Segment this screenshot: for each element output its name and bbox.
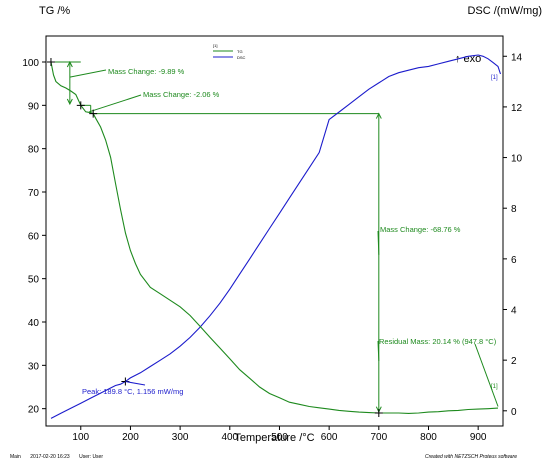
mass-change-3-arrow-head: [375, 112, 382, 119]
y-left-tick-label: 60: [28, 231, 40, 242]
annotation-mass-change-3: Mass Change: -68.76 %: [380, 225, 461, 234]
y-left-axis-label: TG /%: [39, 5, 70, 17]
x-tick-label: 600: [321, 432, 338, 443]
tg-series-line: [50, 61, 499, 414]
software-credit: Created with NETZSCH Proteus software: [425, 454, 517, 460]
x-tick-label: 100: [72, 432, 89, 443]
peak-connector: [125, 381, 146, 386]
legend-label: DSC: [237, 55, 246, 60]
annotation-connector: [377, 340, 380, 362]
x-tick-label: 700: [370, 432, 387, 443]
y-left-tick-label: 70: [28, 188, 40, 199]
x-tick-label: 900: [470, 432, 487, 443]
annotation-peak: Peak: 189.8 °C, 1.156 mW/mg: [82, 387, 183, 396]
legend-tag: [1]: [213, 43, 217, 48]
data-marker: [76, 101, 85, 110]
y-left-tick-label: 100: [22, 58, 39, 69]
footer-user: User: User: [79, 454, 104, 460]
annotation-mass-change-1: Mass Change: -9.89 %: [108, 67, 185, 76]
x-tick-label: 300: [172, 432, 189, 443]
data-marker: [89, 109, 98, 118]
y-left-tick-label: 80: [28, 145, 40, 156]
footer-view-name: Main: [10, 454, 21, 460]
dsc-curve-tag: [1]: [491, 75, 498, 81]
y-right-tick-label: 10: [511, 154, 523, 165]
annotation-residual-mass: Residual Mass: 20.14 % (947.8 °C): [379, 337, 497, 346]
plot-frame: [45, 35, 504, 427]
annotation-connector: [474, 343, 499, 407]
y-left-tick-label: 50: [28, 275, 40, 286]
annotation-connector: [89, 94, 142, 113]
annotation-mass-change-2: Mass Change: -2.06 %: [143, 90, 220, 99]
tg-curve-tag: [1]: [491, 384, 498, 390]
x-tick-label: 200: [122, 432, 139, 443]
annotation-connector: [377, 230, 380, 255]
x-tick-label: 500: [271, 432, 288, 443]
footer-timestamp: 2017-02-20 16:23: [30, 454, 70, 460]
x-tick-label: 800: [420, 432, 437, 443]
dsc-series-line: [50, 54, 502, 419]
data-marker: [374, 409, 383, 417]
mass-change-1-arrow-head: [66, 60, 73, 68]
y-right-tick-label: 14: [511, 52, 523, 63]
y-right-tick-label: 0: [511, 407, 517, 418]
y-right-tick-label: 8: [511, 204, 517, 215]
y-right-axis-label: DSC /(mW/mg): [467, 5, 542, 17]
y-right-tick-label: 6: [511, 255, 517, 266]
y-right-tick-label: 12: [511, 103, 523, 114]
y-right-tick-label: 2: [511, 356, 517, 367]
annotation-connector: [69, 69, 107, 78]
y-left-tick-label: 40: [28, 318, 40, 329]
x-tick-label: 400: [221, 432, 238, 443]
footer-info: Main 2017-02-20 16:23 User: User: [10, 454, 103, 460]
y-left-tick-label: 90: [28, 101, 40, 112]
mass-change-1-arrow-head: [66, 98, 73, 106]
legend-label: TG: [237, 49, 243, 54]
x-axis-label: Temperature /°C: [234, 432, 314, 444]
y-right-tick-label: 4: [511, 306, 517, 317]
y-left-tick-label: 30: [28, 361, 40, 372]
y-left-tick-label: 20: [28, 405, 40, 416]
data-marker: [46, 58, 55, 66]
